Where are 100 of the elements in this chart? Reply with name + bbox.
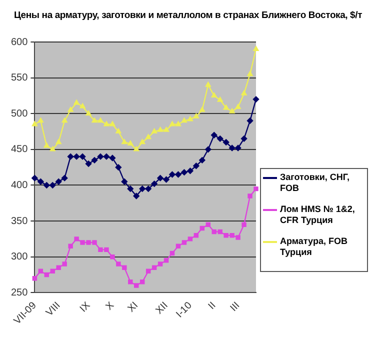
legend-label: Арматура, FOB Турция bbox=[280, 236, 348, 258]
point bbox=[205, 146, 212, 153]
point bbox=[152, 265, 157, 270]
point bbox=[181, 118, 187, 123]
x-tick-label: IX bbox=[78, 300, 93, 315]
point bbox=[133, 192, 140, 200]
point bbox=[229, 108, 235, 114]
y-tick-label: 300 bbox=[10, 252, 28, 263]
point bbox=[163, 176, 170, 183]
point bbox=[32, 121, 38, 126]
point bbox=[187, 168, 194, 174]
point bbox=[122, 139, 128, 144]
point bbox=[74, 236, 79, 242]
y-tick-label: 350 bbox=[10, 216, 28, 227]
point bbox=[116, 262, 121, 266]
point bbox=[97, 153, 104, 160]
point bbox=[85, 160, 92, 167]
point bbox=[157, 174, 164, 182]
point bbox=[128, 280, 133, 284]
point bbox=[217, 96, 223, 102]
point bbox=[228, 144, 236, 152]
point bbox=[122, 265, 127, 270]
point bbox=[152, 128, 158, 134]
point bbox=[110, 254, 115, 260]
point bbox=[139, 186, 146, 192]
point bbox=[247, 71, 253, 76]
x-tick-label: XII bbox=[154, 300, 170, 317]
point bbox=[176, 244, 181, 248]
x-tick-label: III bbox=[228, 300, 242, 314]
point bbox=[56, 139, 62, 144]
point bbox=[44, 142, 50, 148]
point bbox=[104, 121, 110, 126]
point bbox=[32, 174, 38, 182]
point bbox=[140, 139, 146, 144]
y-tick-label: 250 bbox=[10, 287, 28, 298]
point bbox=[79, 153, 86, 160]
point bbox=[164, 126, 170, 132]
point bbox=[146, 268, 151, 274]
point bbox=[187, 116, 193, 122]
point bbox=[91, 157, 98, 164]
x-tick-label: VIII bbox=[44, 300, 63, 319]
point bbox=[134, 283, 139, 288]
point bbox=[175, 171, 182, 178]
y-tick-label: 550 bbox=[10, 72, 28, 84]
point bbox=[158, 262, 163, 266]
point bbox=[236, 235, 240, 240]
point bbox=[110, 121, 116, 126]
point bbox=[252, 96, 260, 102]
x-tick-label: X bbox=[104, 300, 117, 313]
point bbox=[193, 162, 200, 169]
y-tick-label: 600 bbox=[10, 36, 28, 48]
point bbox=[103, 153, 110, 160]
point bbox=[127, 186, 134, 192]
point bbox=[223, 104, 229, 110]
point bbox=[61, 174, 68, 182]
point bbox=[181, 169, 188, 176]
point bbox=[56, 178, 62, 185]
point bbox=[115, 164, 122, 170]
y-tick-label: 450 bbox=[10, 144, 28, 156]
point bbox=[199, 106, 205, 112]
point bbox=[80, 240, 85, 245]
x-tick-label: II bbox=[206, 300, 218, 312]
chart-title: Цены на арматуру, заготовки и металлолом в странах Ближнего Востока, $/т bbox=[12, 10, 364, 21]
point bbox=[254, 186, 258, 192]
point bbox=[211, 132, 218, 138]
point bbox=[145, 186, 152, 192]
point bbox=[140, 280, 145, 284]
point bbox=[170, 250, 175, 256]
point bbox=[175, 121, 182, 126]
point bbox=[205, 82, 211, 87]
point bbox=[218, 229, 222, 234]
point bbox=[68, 244, 73, 248]
point bbox=[212, 229, 216, 234]
point bbox=[128, 140, 134, 146]
point bbox=[74, 100, 80, 105]
point bbox=[169, 121, 176, 126]
x-tick-label: XI bbox=[126, 300, 140, 315]
point bbox=[200, 226, 205, 231]
y-tick-label: 400 bbox=[10, 180, 28, 191]
point bbox=[38, 178, 44, 185]
point bbox=[44, 272, 50, 278]
point bbox=[38, 118, 44, 123]
point bbox=[38, 268, 44, 274]
point bbox=[121, 178, 128, 185]
point bbox=[235, 104, 241, 110]
point bbox=[80, 103, 86, 108]
point bbox=[224, 232, 228, 238]
point bbox=[134, 146, 140, 152]
point bbox=[253, 46, 259, 52]
point bbox=[206, 222, 211, 227]
point bbox=[62, 118, 68, 123]
point bbox=[246, 118, 254, 124]
point bbox=[158, 126, 164, 132]
point bbox=[182, 240, 187, 245]
point bbox=[194, 232, 199, 238]
point bbox=[146, 134, 152, 140]
y-tick-label: 500 bbox=[10, 108, 28, 120]
legend-label: Заготовки, СНГ, FOB bbox=[280, 172, 350, 194]
point bbox=[98, 247, 103, 252]
point bbox=[50, 182, 56, 188]
